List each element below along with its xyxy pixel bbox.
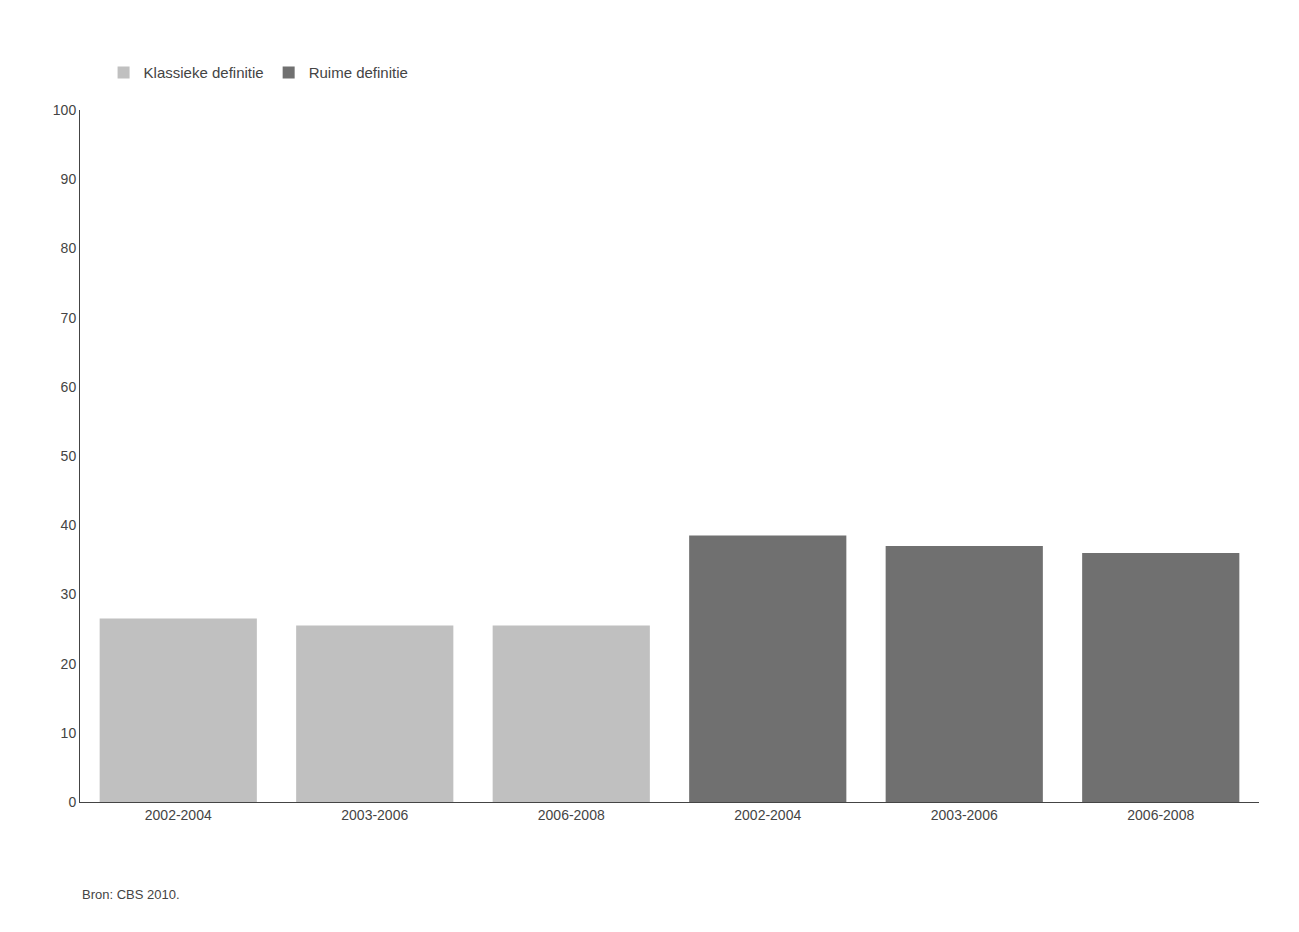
svg-text:Ruime definitie: Ruime definitie: [309, 64, 408, 81]
svg-text:0: 0: [68, 794, 76, 810]
svg-text:Klassieke definitie: Klassieke definitie: [144, 64, 264, 81]
svg-text:50: 50: [61, 448, 77, 464]
svg-text:2003-2006: 2003-2006: [341, 807, 408, 823]
svg-text:Bron: CBS 2010.: Bron: CBS 2010.: [82, 887, 180, 902]
svg-text:90: 90: [61, 171, 77, 187]
svg-text:2003-2006: 2003-2006: [931, 807, 998, 823]
svg-text:2002-2004: 2002-2004: [145, 807, 212, 823]
svg-text:60: 60: [61, 379, 77, 395]
svg-text:100: 100: [53, 102, 77, 118]
svg-text:20: 20: [61, 656, 77, 672]
svg-text:2006-2008: 2006-2008: [538, 807, 605, 823]
svg-text:70: 70: [61, 310, 77, 326]
svg-text:80: 80: [61, 240, 77, 256]
svg-text:40: 40: [61, 517, 77, 533]
svg-text:10: 10: [61, 725, 77, 741]
svg-text:2006-2008: 2006-2008: [1127, 807, 1194, 823]
svg-text:2002-2004: 2002-2004: [734, 807, 801, 823]
svg-text:30: 30: [61, 586, 77, 602]
